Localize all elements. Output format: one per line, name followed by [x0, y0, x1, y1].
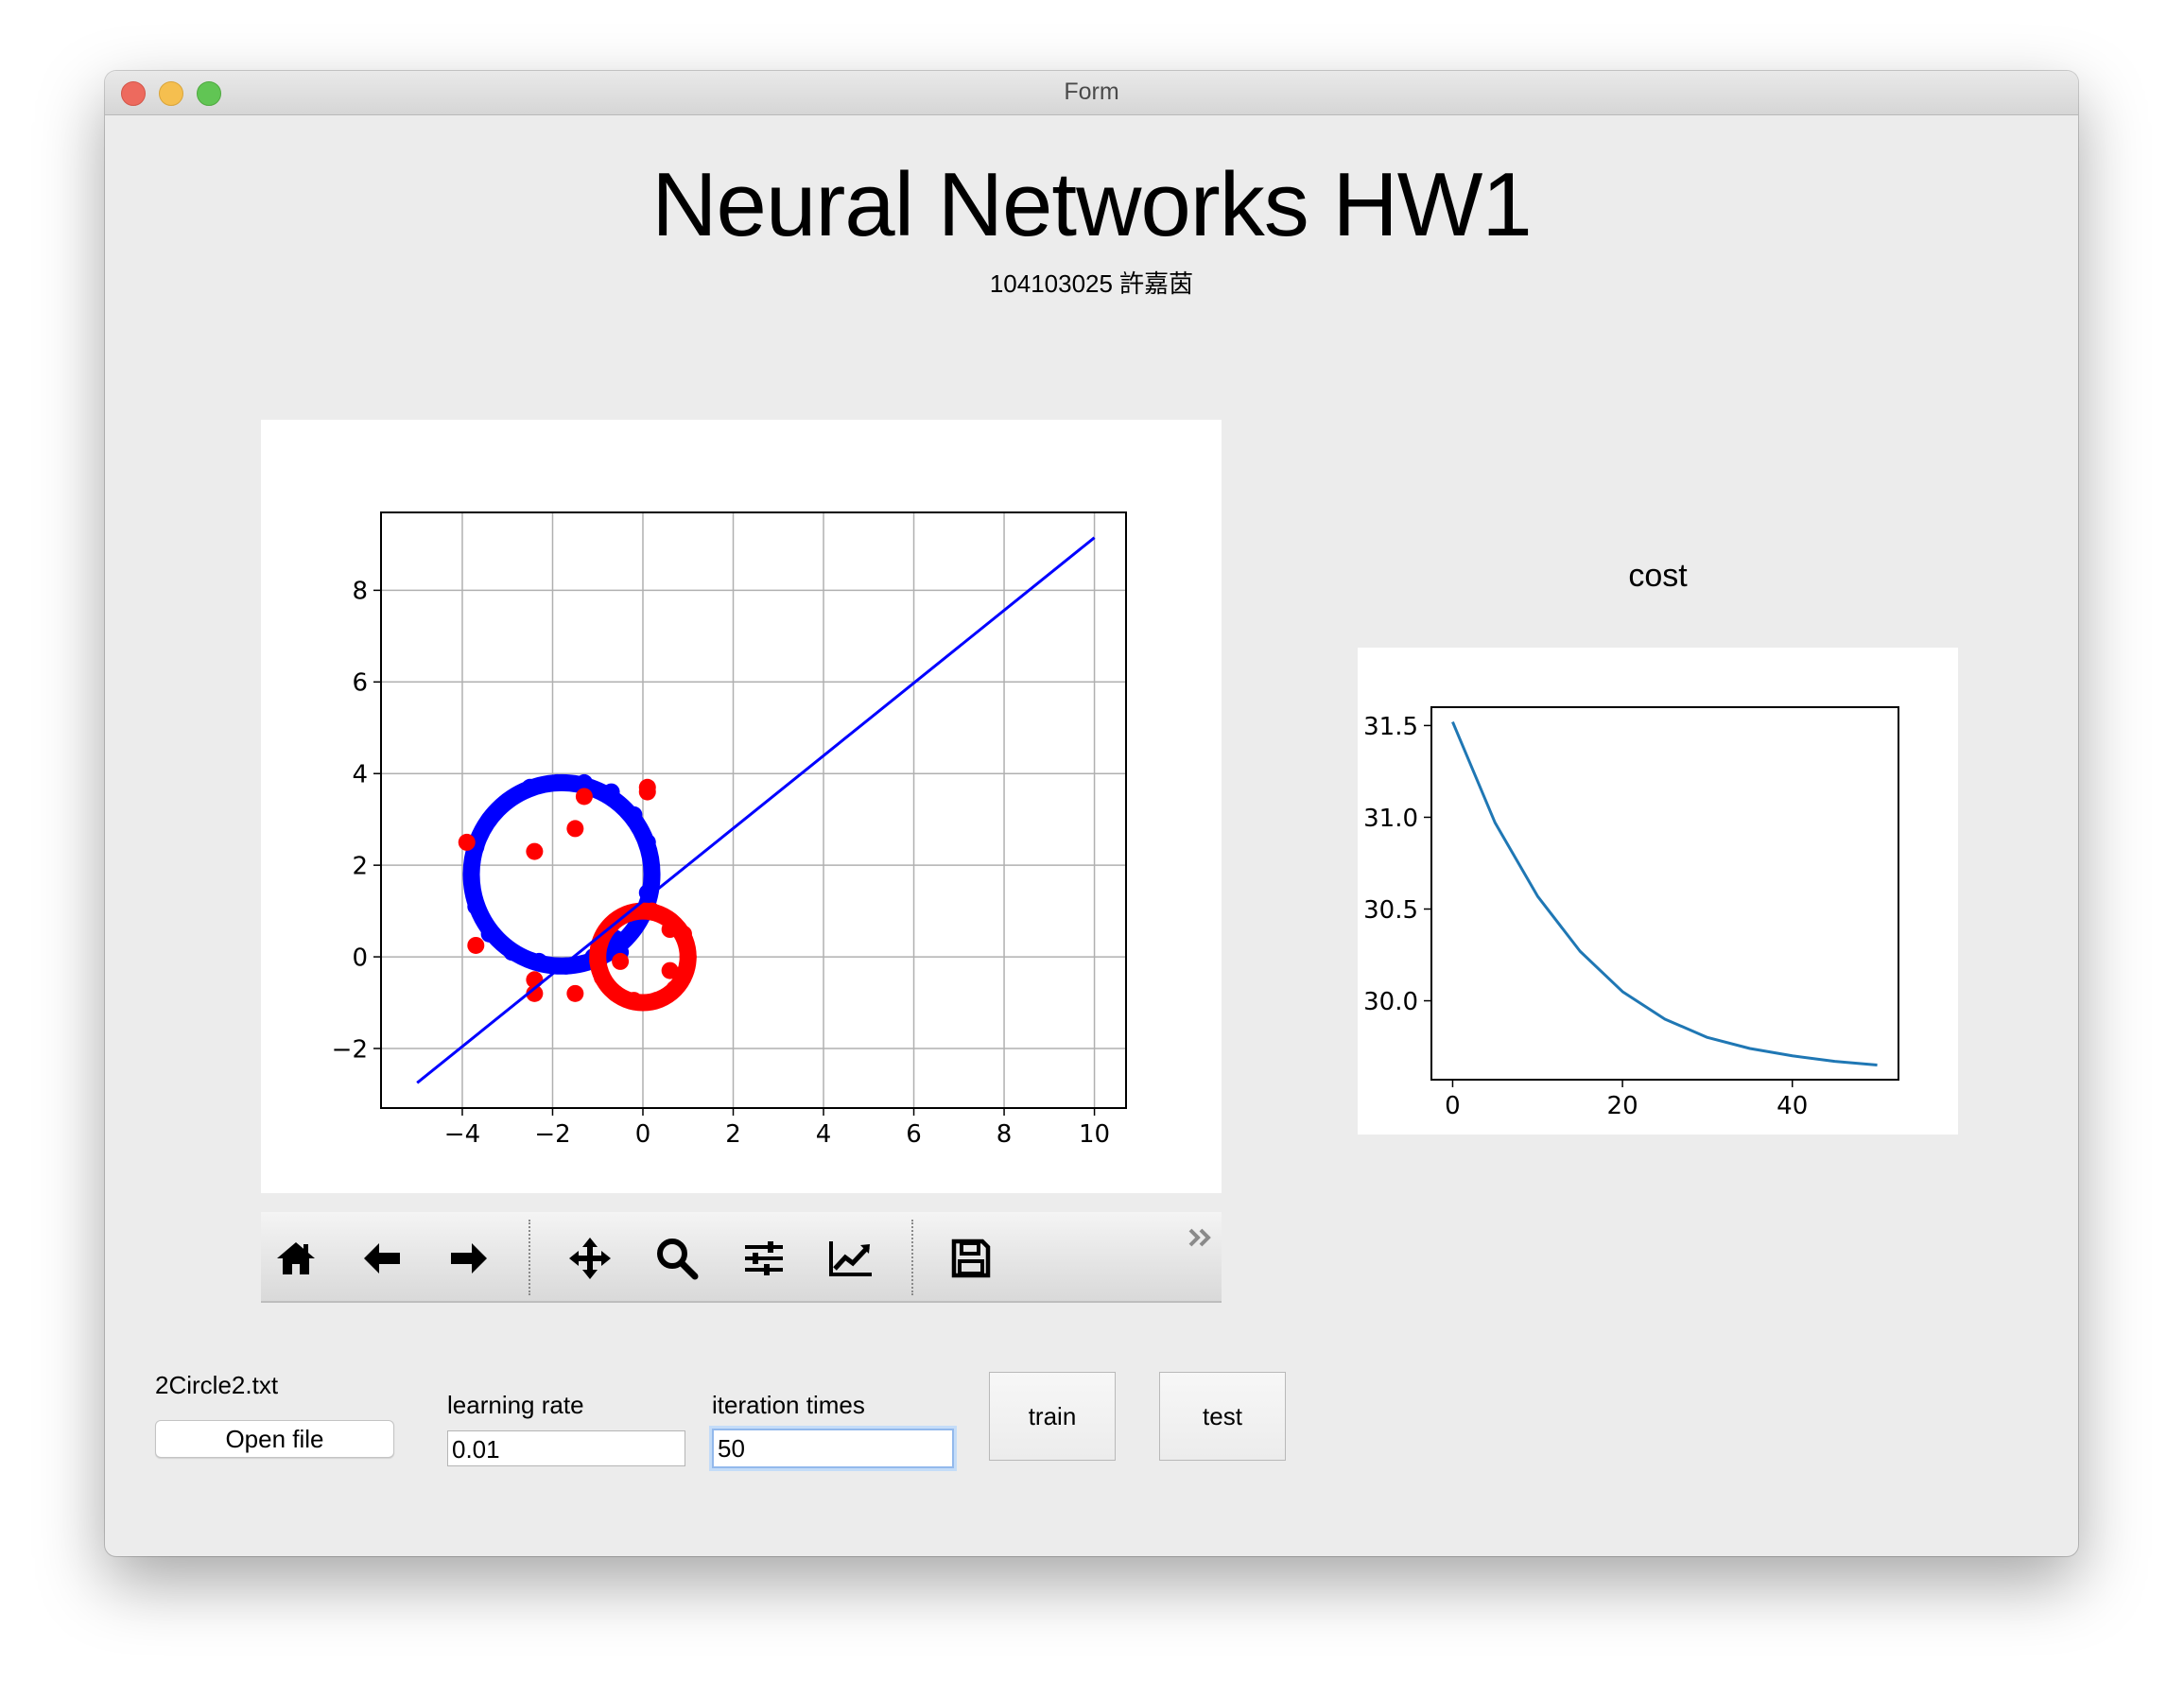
x-tick-label: 0 [1445, 1092, 1461, 1120]
plot-area [416, 536, 1096, 1084]
toolbar-separator [911, 1220, 913, 1295]
data-point [638, 778, 656, 796]
data-point [462, 865, 480, 883]
app-window: Form Neural Networks HW1 104103025 許嘉茵 −… [105, 71, 2078, 1556]
x-tick-label: −4 [444, 1120, 480, 1149]
data-point [607, 984, 625, 1002]
data-point [670, 921, 688, 938]
data-point [679, 948, 697, 966]
iteration-times-label: iteration times [712, 1391, 865, 1419]
data-point [666, 980, 684, 997]
x-tick-label: 20 [1607, 1092, 1638, 1120]
data-point [548, 773, 566, 791]
cluster-ring [462, 773, 661, 975]
data-point [480, 925, 498, 943]
y-tick-label: 0 [352, 944, 368, 972]
data-point [643, 865, 661, 883]
maximize-window-button[interactable] [197, 81, 221, 106]
data-point [661, 962, 679, 979]
data-point [521, 778, 539, 796]
axes-frame [380, 511, 1127, 1109]
data-point [503, 944, 521, 962]
learning-rate-input[interactable]: 0.01 [447, 1430, 685, 1466]
scatter-plot: −4 −2 0 2 4 6 8 10 −2 0 2 4 6 8 [332, 511, 1127, 1149]
data-point [480, 810, 498, 828]
data-point [638, 884, 656, 902]
toolbar-separator [529, 1220, 530, 1295]
y-tick-label: 2 [352, 853, 368, 881]
data-point [625, 992, 643, 1010]
scatter-plot-canvas[interactable]: −4 −2 0 2 4 6 8 10 −2 0 2 4 6 8 [261, 420, 1222, 1193]
y-tick-label: 30.5 [1363, 896, 1418, 925]
data-point [498, 792, 516, 810]
open-file-button[interactable]: Open file [155, 1420, 394, 1458]
page-title: Neural Networks HW1 [651, 154, 1533, 255]
save-icon[interactable] [944, 1231, 998, 1286]
configure-subplots-icon[interactable] [737, 1231, 791, 1286]
plot-navigation-toolbar [261, 1212, 1222, 1303]
data-point [530, 952, 548, 970]
data-point [575, 788, 593, 806]
cost-series-line [1451, 720, 1878, 1066]
zoom-icon[interactable] [650, 1231, 704, 1286]
chevron-double-right-icon[interactable] [1187, 1227, 1214, 1254]
data-point [648, 992, 666, 1010]
data-point [467, 897, 485, 915]
pan-icon[interactable] [563, 1231, 617, 1286]
data-point [589, 952, 607, 970]
axes-frame [1430, 706, 1899, 1081]
y-tick-label: 31.5 [1363, 713, 1418, 741]
y-tick-label: 4 [352, 761, 368, 789]
data-point [594, 968, 612, 986]
x-tick-label: 10 [1079, 1120, 1110, 1149]
test-button[interactable]: test [1159, 1372, 1286, 1461]
data-point [612, 952, 630, 970]
x-tick-label: 4 [816, 1120, 832, 1149]
decision-boundary-line [416, 536, 1096, 1084]
iteration-times-input[interactable]: 50 [712, 1429, 954, 1468]
data-point [643, 902, 661, 920]
loaded-file-name: 2Circle2.txt [155, 1371, 279, 1399]
data-point [677, 962, 695, 979]
data-point [602, 783, 620, 801]
y-tick-label: 8 [352, 578, 368, 606]
x-tick-label: 6 [906, 1120, 922, 1149]
x-tick-label: 2 [725, 1120, 741, 1149]
data-point [566, 820, 584, 838]
learning-rate-label: learning rate [447, 1391, 584, 1419]
cost-plot: 0 20 40 30.0 30.5 31.0 31.5 [1363, 706, 1899, 1120]
train-button[interactable]: train [989, 1372, 1116, 1461]
data-point [526, 842, 544, 860]
data-point [566, 984, 584, 1002]
cost-plot-canvas[interactable]: 0 20 40 30.0 30.5 31.0 31.5 [1358, 648, 1958, 1135]
data-point [625, 806, 643, 823]
y-tick-label: 30.0 [1363, 988, 1418, 1016]
edit-axis-icon[interactable] [823, 1231, 878, 1286]
cost-panel-label: cost [1628, 558, 1688, 594]
y-tick-label: 6 [352, 669, 368, 698]
back-arrow-icon[interactable] [355, 1231, 410, 1286]
x-tick-label: −2 [534, 1120, 570, 1149]
minimize-window-button[interactable] [159, 81, 183, 106]
data-point [575, 773, 593, 791]
window-title: Form [1064, 78, 1119, 105]
data-point [467, 936, 485, 954]
data-point [458, 833, 476, 851]
data-point [557, 957, 575, 975]
page-subtitle: 104103025 許嘉茵 [989, 269, 1194, 298]
y-tick-label: −2 [332, 1035, 368, 1064]
data-point [526, 984, 544, 1002]
close-window-button[interactable] [121, 81, 146, 106]
data-point [638, 833, 656, 851]
x-tick-label: 8 [997, 1120, 1013, 1149]
home-icon[interactable] [269, 1231, 323, 1286]
forward-arrow-icon[interactable] [441, 1231, 495, 1286]
x-tick-label: 40 [1777, 1092, 1808, 1120]
x-tick-label: 0 [635, 1120, 651, 1149]
y-tick-label: 31.0 [1363, 805, 1418, 833]
title-bar: Form [105, 71, 2078, 115]
